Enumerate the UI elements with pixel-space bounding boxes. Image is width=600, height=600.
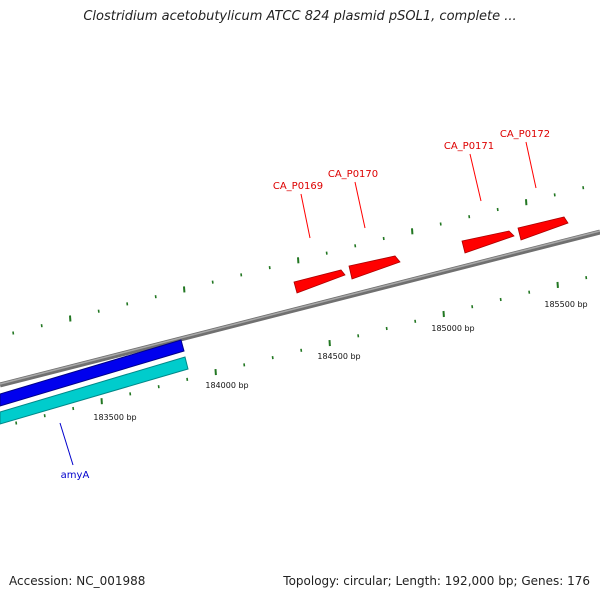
leader-ca-p0169: [300, 193, 311, 239]
map-title: Clostridium acetobutylicum ATCC 824 plas…: [83, 9, 517, 24]
accession-text: Accession: NC_001988: [9, 574, 146, 588]
scale-label-185000: 185000 bp: [431, 324, 474, 333]
scale-label-185500: 185500 bp: [544, 300, 587, 309]
gene-label-ca-p0170[interactable]: CA_P0170: [328, 169, 378, 180]
genome-backbone-highlight: [0, 230, 600, 385]
gene-label-amya[interactable]: amyA: [61, 470, 90, 481]
genome-backbone: [0, 229, 600, 388]
top-tick-row: [12, 186, 585, 335]
scale-label-184000: 184000 bp: [205, 381, 248, 390]
gene-label-ca-p0172[interactable]: CA_P0172: [500, 129, 550, 140]
gene-arrow-ca-p0169[interactable]: [293, 269, 346, 294]
scale-label-183500: 183500 bp: [93, 413, 136, 422]
gene-arrow-ca-p0170[interactable]: [348, 255, 401, 280]
blue-feature-track[interactable]: [0, 339, 185, 407]
cyan-feature-track[interactable]: [0, 356, 189, 425]
gene-label-ca-p0171[interactable]: CA_P0171: [444, 141, 494, 152]
scale-label-184500: 184500 bp: [317, 352, 360, 361]
bottom-tick-row: [15, 275, 588, 425]
gene-label-ca-p0169[interactable]: CA_P0169: [273, 181, 323, 192]
summary-text: Topology: circular; Length: 192,000 bp; …: [283, 574, 590, 588]
leader-ca-p0171: [469, 153, 482, 202]
gene-arrow-ca-p0171[interactable]: [461, 230, 515, 254]
leader-ca-p0170: [354, 181, 366, 229]
leader-amya: [59, 422, 74, 466]
gene-arrow-ca-p0172[interactable]: [517, 216, 569, 241]
leader-ca-p0172: [525, 141, 537, 189]
